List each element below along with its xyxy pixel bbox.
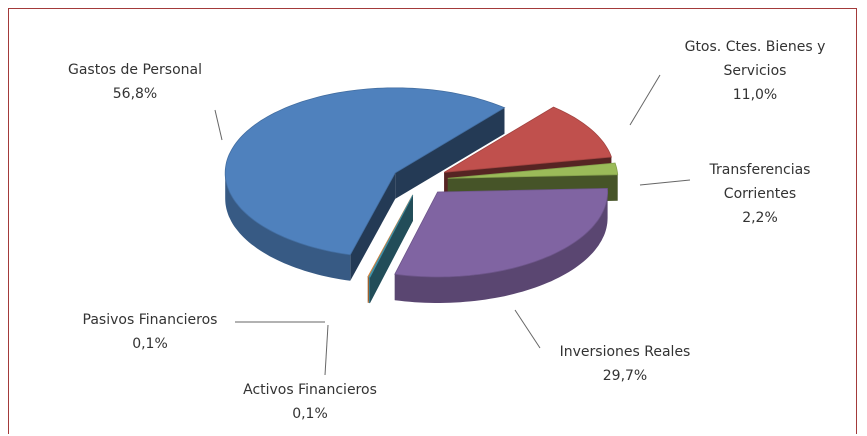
category-label: Inversiones Reales: [559, 344, 691, 360]
leader-line: [639, 179, 691, 186]
slice: [368, 194, 414, 304]
slice-top: [368, 194, 414, 278]
leader-line: [214, 109, 223, 141]
value-label: 0,1%: [292, 406, 328, 422]
slice-top: [443, 106, 612, 173]
value-label: 11,0%: [732, 87, 778, 103]
label: Inversiones Reales 29,7%: [520, 340, 730, 388]
frame: [8, 8, 857, 434]
category-label: Activos Financieros: [243, 382, 377, 398]
label: Pasivos Financieros 0,1%: [50, 308, 250, 356]
category-label: Gastos de Personal: [68, 62, 202, 78]
label: Gtos. Ctes. Bienes y Servicios 11,0%: [660, 35, 850, 107]
value-label: 0,1%: [132, 336, 168, 352]
slice-top: [394, 187, 608, 278]
slice: [224, 87, 506, 281]
slice-side: [369, 277, 370, 304]
slice-side: [394, 192, 608, 303]
slice-top: [447, 162, 619, 179]
slice-top: [224, 87, 506, 256]
category-label: Gtos. Ctes. Bienes y Servicios: [684, 39, 826, 79]
label: Transferencias Corrientes 2,2%: [695, 158, 825, 230]
slice-wall: [350, 172, 396, 281]
leader-line: [514, 309, 541, 349]
slice: [394, 187, 608, 303]
slice-wall: [395, 107, 505, 199]
value-label: 56,8%: [112, 86, 158, 102]
slice-side: [225, 172, 351, 281]
leader-line: [324, 324, 329, 376]
value-label: 2,2%: [742, 210, 778, 226]
category-label: Pasivos Financieros: [82, 312, 218, 328]
slice-wall: [369, 194, 413, 303]
value-label: 29,7%: [602, 368, 648, 384]
leader-line: [629, 74, 661, 126]
category-label: Transferencias Corrientes: [709, 162, 811, 202]
slice-side: [367, 276, 369, 303]
label: Activos Financieros 0,1%: [210, 378, 410, 426]
leader-lines: [214, 74, 691, 376]
label: Gastos de Personal 56,8%: [20, 58, 250, 106]
